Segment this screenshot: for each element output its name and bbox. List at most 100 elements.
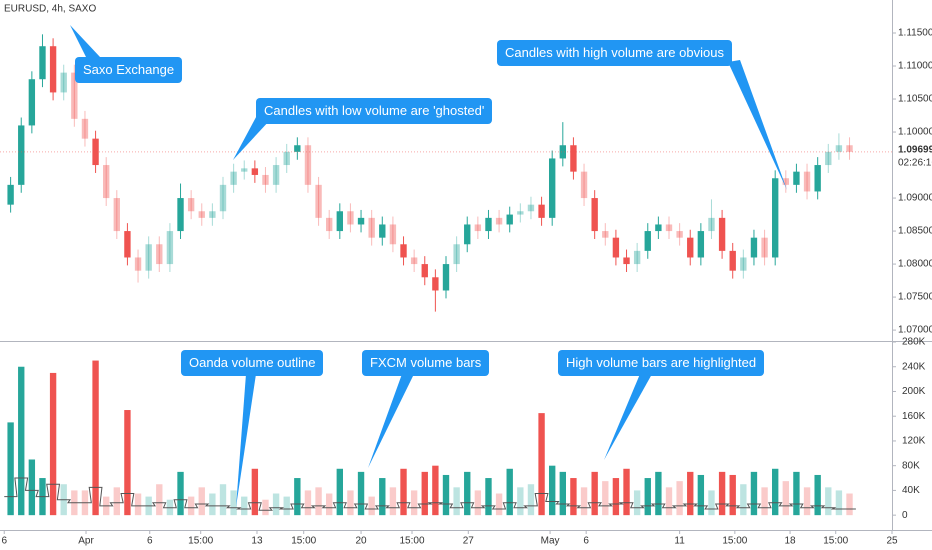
callout: High volume bars are highlighted xyxy=(558,350,765,376)
candle-body xyxy=(527,204,535,212)
volume-bar xyxy=(315,487,322,516)
volume-bar xyxy=(177,471,184,516)
candle-body xyxy=(549,158,556,218)
candle-body xyxy=(39,46,46,80)
volume-bar xyxy=(580,487,588,516)
x-tick-label: 15:00 xyxy=(722,536,747,547)
x-tick-label: 15:00 xyxy=(400,536,425,547)
volume-bar xyxy=(687,471,694,516)
volume-bar xyxy=(495,493,503,516)
volume-bar xyxy=(124,410,131,516)
candle-body xyxy=(602,231,609,238)
y-tick-label: 1.08500 xyxy=(898,226,932,237)
candle-body xyxy=(442,264,450,291)
candle-body xyxy=(793,171,800,185)
volume-bar xyxy=(740,484,747,516)
candle-body xyxy=(230,171,237,185)
volume-bar xyxy=(347,490,354,516)
volume-bar xyxy=(612,478,620,516)
volume-bar xyxy=(729,474,736,516)
candle-body xyxy=(495,217,503,225)
volume-bar xyxy=(708,490,715,516)
candle-body xyxy=(676,231,683,238)
x-tick-label: 20 xyxy=(355,536,367,547)
volume-bar xyxy=(294,478,301,516)
candle-body xyxy=(570,145,577,172)
volume-bar xyxy=(527,484,535,516)
volume-bar xyxy=(602,481,609,516)
candle-body xyxy=(835,145,843,152)
candle-body xyxy=(580,171,588,199)
volume-bar xyxy=(156,484,163,516)
y-tick-label: 1.10500 xyxy=(898,94,932,105)
volume-bar xyxy=(187,496,195,516)
candle-body xyxy=(219,184,227,212)
y-tick-label: 1.10000 xyxy=(898,127,932,138)
candle-body xyxy=(241,168,248,172)
candle-body xyxy=(92,138,99,166)
y-tick-label: 1.08000 xyxy=(898,259,932,270)
candle-body xyxy=(304,145,312,185)
candle-body xyxy=(538,204,545,218)
volume-bar xyxy=(304,490,312,516)
volume-tick-label: 240K xyxy=(902,361,926,372)
volume-bar xyxy=(18,366,25,516)
candle-body xyxy=(750,237,758,258)
candle-body xyxy=(633,250,641,265)
candle-body xyxy=(187,198,195,212)
y-tick-label: 1.07000 xyxy=(898,325,932,336)
candle-body xyxy=(81,118,89,139)
candle-body xyxy=(326,217,333,232)
candle-body xyxy=(506,214,513,225)
candle-body xyxy=(379,224,386,238)
volume-bar xyxy=(262,499,269,516)
candle-body xyxy=(410,257,418,265)
volume-bar xyxy=(283,496,290,516)
volume-bar xyxy=(336,468,343,516)
volume-tick-label: 120K xyxy=(902,436,926,447)
y-tick-label: 1.09000 xyxy=(898,193,932,204)
candle-body xyxy=(782,178,789,185)
volume-bar xyxy=(209,493,216,516)
volume-tick-label: 280K xyxy=(902,337,926,348)
candle-body xyxy=(485,217,492,232)
candle-body xyxy=(198,211,205,218)
last-price-box xyxy=(893,142,932,171)
volume-bar xyxy=(410,490,418,516)
candle-body xyxy=(665,224,673,232)
x-tick-label: Apr xyxy=(78,536,94,547)
candle-body xyxy=(761,237,768,258)
y-tick-label: 1.11000 xyxy=(898,61,932,72)
x-tick-label: May xyxy=(541,536,560,547)
volume-tick-label: 200K xyxy=(902,386,926,397)
candle-body xyxy=(336,211,343,232)
callout: Candles with low volume are 'ghosted' xyxy=(256,98,493,124)
candle-body xyxy=(71,72,78,119)
volume-bar xyxy=(549,465,556,516)
candle-body xyxy=(740,257,747,271)
volume-bar xyxy=(655,471,662,516)
x-tick-label: 15:00 xyxy=(291,536,316,547)
volume-tick-label: 40K xyxy=(902,485,920,496)
callout: Saxo Exchange xyxy=(75,57,183,83)
y-tick-label: 1.11500 xyxy=(898,28,932,39)
candle-body xyxy=(368,217,375,238)
candle-body xyxy=(814,165,821,192)
candle-body xyxy=(177,198,184,232)
candle-body xyxy=(272,165,280,185)
candle-body xyxy=(209,211,216,218)
volume-bar xyxy=(506,468,513,516)
candle-body xyxy=(825,151,832,166)
volume-bar xyxy=(453,487,460,516)
candle-body xyxy=(591,198,598,232)
candle-body xyxy=(134,257,142,271)
volume-bar xyxy=(92,360,99,516)
volume-bar xyxy=(559,471,566,516)
symbol-label: EURUSD, 4h, SAXO xyxy=(4,4,96,15)
volume-bar xyxy=(835,490,843,516)
volume-bar xyxy=(803,487,811,516)
volume-bar xyxy=(442,474,450,516)
volume-bar xyxy=(825,487,832,516)
candle-body xyxy=(687,237,694,258)
